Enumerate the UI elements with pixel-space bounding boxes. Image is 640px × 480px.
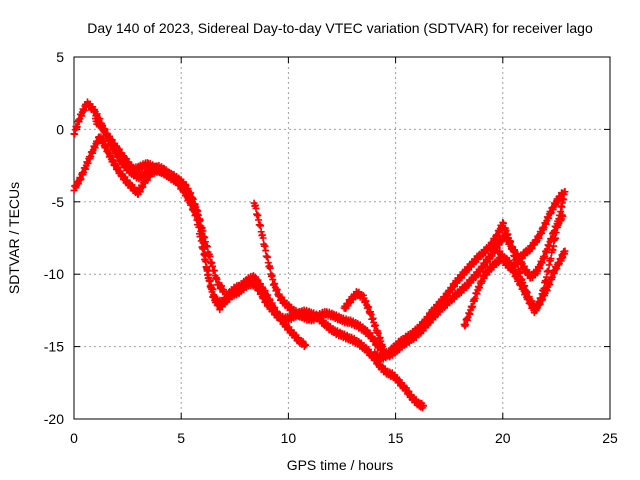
data-point xyxy=(561,247,569,255)
x-tick-label-3: 15 xyxy=(388,430,404,446)
series-trace-g xyxy=(495,189,567,274)
data-point xyxy=(204,270,212,278)
y-axis-label: SDTVAR / TECUs xyxy=(6,182,22,294)
data-point xyxy=(266,264,274,272)
y-tick-label-3: -5 xyxy=(52,194,65,210)
chart-title: Day 140 of 2023, Sidereal Day-to-day VTE… xyxy=(87,20,593,36)
y-tick-label-5: 5 xyxy=(56,49,64,65)
x-tick-label-5: 25 xyxy=(602,430,618,446)
plot-frame xyxy=(73,56,611,420)
x-axis-label: GPS time / hours xyxy=(287,457,394,473)
data-point xyxy=(302,341,310,349)
data-point xyxy=(547,255,555,263)
y-tick-label-0: -20 xyxy=(44,411,64,427)
data-point xyxy=(554,221,562,229)
data-point xyxy=(379,343,387,351)
series-trace-h xyxy=(340,288,387,351)
data-point xyxy=(559,189,567,197)
x-tick-label-2: 10 xyxy=(281,430,297,446)
series-trace-c xyxy=(91,115,228,296)
data-point xyxy=(550,242,558,250)
data-point xyxy=(257,222,265,230)
x-tick-label-4: 20 xyxy=(495,430,511,446)
y-tick-label-1: -15 xyxy=(44,339,64,355)
data-marks xyxy=(70,98,569,412)
y-tick-label-2: -10 xyxy=(44,266,64,282)
data-point xyxy=(419,402,427,410)
data-point xyxy=(259,234,267,242)
y-tick-label-4: 0 xyxy=(56,121,64,137)
x-tick-label-1: 5 xyxy=(177,430,185,446)
data-point xyxy=(220,288,228,296)
data-point xyxy=(540,284,548,292)
axis-ticks: 0 5 10 15 20 25 -20 -15 -10 -5 0 5 xyxy=(44,49,618,446)
x-tick-label-0: 0 xyxy=(70,430,78,446)
